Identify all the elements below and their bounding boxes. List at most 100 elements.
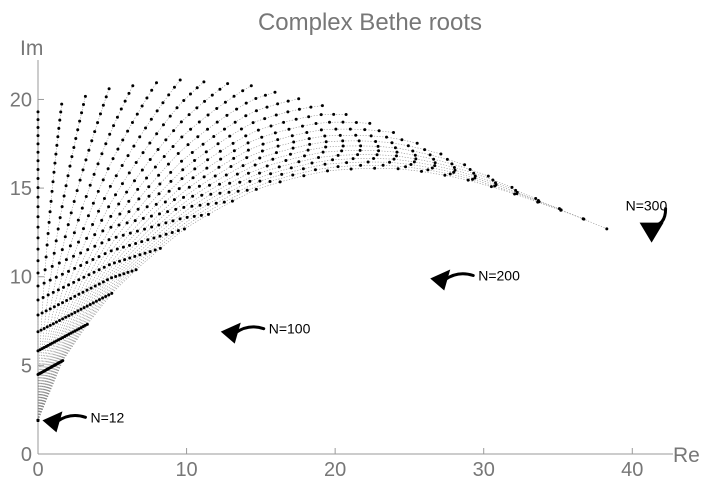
root-point-N264-5	[143, 251, 147, 255]
root-point-N96-24	[202, 80, 206, 84]
root-point-N12-19	[36, 150, 40, 154]
root-point-N288-20	[493, 184, 497, 188]
root-point-N24-10	[46, 231, 50, 235]
root-point-N252-13	[297, 160, 301, 164]
root-point-N144-15	[201, 142, 205, 146]
root-point-N168-14	[218, 149, 222, 153]
series-line-N96	[37, 81, 205, 421]
root-point-N12-20	[36, 142, 40, 146]
root-point-N288-11	[291, 173, 295, 177]
annotation-N-100: N=100	[220, 321, 311, 344]
root-point-N24-21	[57, 126, 61, 130]
root-point-N36-9	[54, 239, 58, 243]
root-point-N72-9	[81, 227, 85, 231]
root-point-N144-23	[286, 99, 290, 103]
y-tick-label: 15	[10, 178, 32, 200]
root-point-N84-12	[108, 184, 112, 188]
root-point-N36-4	[44, 309, 48, 313]
root-point-N156-20	[274, 113, 278, 117]
root-point-N216-19	[357, 139, 361, 143]
root-point-N228-12	[253, 163, 257, 167]
annotation-N-200: N=200	[430, 268, 520, 291]
root-point-N264-23	[514, 188, 518, 192]
root-point-N120-3	[64, 315, 68, 319]
root-point-N276-11	[280, 172, 284, 176]
root-point-N36-10	[56, 227, 60, 231]
root-point-N288-4	[130, 269, 134, 273]
root-point-N276-4	[126, 270, 130, 274]
root-point-N72-6	[67, 269, 71, 273]
root-point-N300-7	[206, 212, 210, 216]
root-point-N204-20	[354, 133, 358, 137]
root-point-N132-24	[273, 90, 277, 94]
root-point-N240-10	[228, 181, 232, 185]
root-point-N276-3	[104, 294, 108, 298]
root-point-N240-15	[321, 150, 325, 154]
root-point-N204-12	[229, 164, 233, 168]
root-point-N144-11	[158, 182, 162, 186]
root-point-N276-15	[366, 160, 370, 164]
arrow-head	[639, 222, 664, 243]
root-point-N108-20	[195, 106, 199, 110]
root-point-N288-19	[471, 177, 475, 181]
root-point-N96-7	[86, 248, 90, 252]
root-point-N252-9	[218, 191, 222, 195]
root-point-N216-14	[274, 151, 278, 155]
root-point-N204-11	[213, 174, 217, 178]
root-point-N228-10	[218, 182, 222, 186]
root-point-N132-9	[127, 210, 131, 214]
root-point-N228-21	[411, 149, 415, 153]
root-point-N276-8	[214, 201, 218, 205]
root-point-N24-12	[48, 210, 52, 214]
root-point-N168-17	[256, 128, 260, 132]
root-point-N72-10	[86, 214, 90, 218]
root-point-N108-15	[156, 148, 160, 152]
root-point-N180-15	[246, 141, 250, 145]
root-point-N168-5	[102, 265, 106, 269]
root-point-N216-22	[406, 144, 410, 148]
root-point-N48-4	[48, 307, 52, 311]
root-point-N300-20	[513, 192, 517, 196]
root-point-N12-18	[36, 159, 40, 163]
root-point-N132-23	[263, 93, 267, 97]
root-point-N156-9	[145, 205, 149, 209]
root-point-N168-8	[141, 216, 145, 220]
root-point-N60-16	[100, 152, 104, 156]
root-point-N24-15	[51, 180, 55, 184]
root-point-N84-16	[132, 144, 136, 148]
root-point-N96-23	[195, 86, 199, 90]
root-point-N156-8	[133, 219, 137, 223]
root-point-N156-19	[263, 117, 267, 121]
root-point-N12-6	[36, 284, 40, 288]
root-point-N276-14	[345, 161, 349, 165]
root-point-N48-9	[63, 235, 67, 239]
root-point-N300-19	[489, 185, 493, 189]
root-point-N72-3	[51, 322, 55, 326]
root-point-N264-7	[185, 215, 189, 219]
root-point-N108-16	[164, 138, 168, 142]
root-point-N228-6	[146, 238, 150, 242]
root-point-N192-19	[319, 128, 323, 132]
root-point-N48-3	[45, 325, 49, 329]
arrow-head	[220, 322, 241, 344]
root-point-N168-24	[344, 113, 348, 116]
root-point-N156-5	[97, 268, 101, 272]
root-point-N144-18	[233, 120, 237, 124]
root-point-N252-22	[472, 171, 476, 175]
root-point-N24-5	[41, 295, 45, 299]
root-point-N228-14	[288, 152, 292, 156]
root-point-N300-24	[605, 227, 609, 231]
root-point-N252-24	[510, 185, 514, 189]
root-point-N24-7	[43, 268, 47, 272]
root-point-N228-15	[306, 148, 310, 152]
root-point-N84-9	[91, 223, 95, 227]
root-point-N156-6	[109, 249, 113, 253]
root-point-N288-3	[107, 293, 111, 297]
root-point-N252-16	[356, 153, 360, 157]
root-point-N108-8	[101, 229, 105, 233]
root-point-N60-8	[68, 244, 72, 248]
root-point-N180-13	[219, 157, 223, 161]
root-point-N48-6	[54, 275, 58, 279]
root-point-N72-15	[111, 157, 115, 161]
root-point-N132-11	[147, 185, 151, 189]
